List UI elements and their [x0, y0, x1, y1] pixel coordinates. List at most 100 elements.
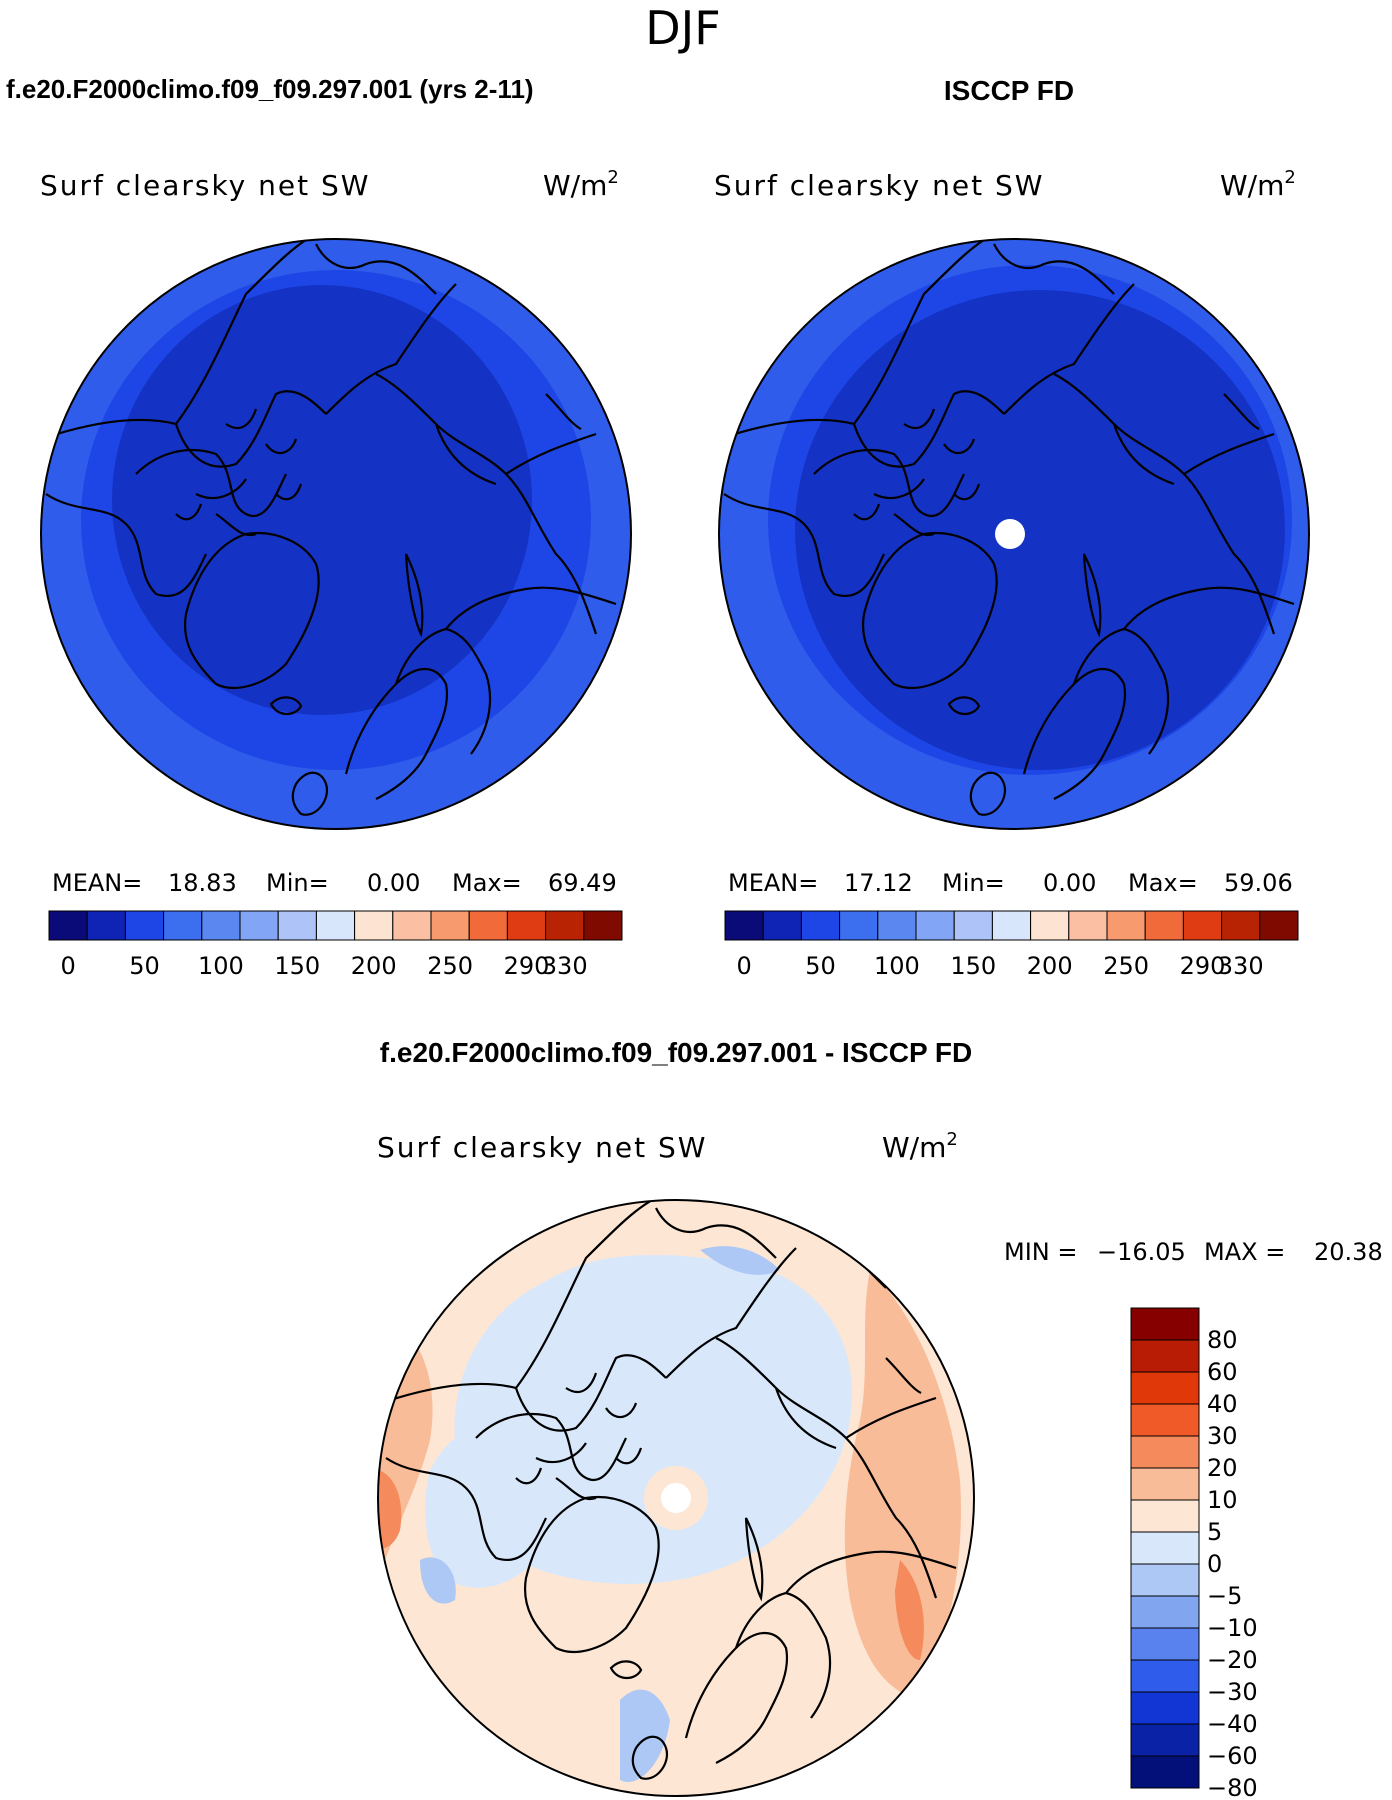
difference-variable-label: Surf clearsky net SW [377, 1131, 707, 1164]
colorbar-swatch [1130, 1659, 1200, 1693]
colorbar-tick-label: 30 [1207, 1422, 1238, 1450]
difference-units-label: W/m2 [882, 1129, 958, 1164]
colorbar-swatch [468, 910, 508, 941]
colorbar-swatch [1221, 910, 1261, 941]
colorbar-swatch [1106, 910, 1146, 941]
colorbar-swatch [1130, 1307, 1200, 1341]
model-map-border [40, 238, 632, 830]
difference-colorbar [1130, 1307, 1200, 1789]
colorbar-tick-label: 40 [1207, 1390, 1238, 1418]
diff-fill-negative-greenland [425, 1417, 561, 1588]
model-polar-map [41, 239, 631, 829]
colorbar-swatch [1130, 1531, 1200, 1565]
colorbar-swatch [1130, 1403, 1200, 1437]
difference-panel-header: f.e20.F2000climo.f09_f09.297.001 - ISCCP… [380, 1037, 972, 1068]
colorbar-swatch [430, 910, 470, 941]
colorbar-tick-label: 5 [1207, 1518, 1222, 1546]
colorbar-tick-label: 20 [1207, 1454, 1238, 1482]
model-units-label: W/m2 [543, 167, 619, 202]
obs-pole-missing-data [995, 519, 1025, 549]
colorbar-tick-label: 250 [1103, 952, 1149, 980]
obs-panel: ISCCP FD Surf clearsky net SW W/m2 MEAN=… [714, 75, 1310, 980]
colorbar-tick-label: 10 [1207, 1486, 1238, 1514]
difference-minmax-line: MIN = −16.05 MAX = 20.38 [1004, 1238, 1383, 1266]
colorbar-tick-label: −5 [1207, 1582, 1242, 1610]
colorbar-tick-label: 50 [129, 952, 160, 980]
colorbar-tick-label: 0 [736, 952, 751, 980]
model-variable-label: Surf clearsky net SW [40, 169, 370, 202]
colorbar-tick-label: −20 [1207, 1646, 1258, 1674]
colorbar-swatch [1130, 1435, 1200, 1469]
obs-variable-label: Surf clearsky net SW [714, 169, 1044, 202]
season-title: DJF [645, 1, 720, 55]
colorbar-swatch [877, 910, 917, 941]
colorbar-tick-label: 290 [504, 952, 550, 980]
model-panel-header: f.e20.F2000climo.f09_f09.297.001 (yrs 2-… [6, 74, 534, 104]
colorbar-swatch [1130, 1595, 1200, 1629]
colorbar-tick-label: −40 [1207, 1710, 1258, 1738]
colorbar-tick-label: 330 [542, 952, 588, 980]
colorbar-swatch [48, 910, 88, 941]
colorbar-tick-label: 150 [274, 952, 320, 980]
colorbar-swatch [1130, 1627, 1200, 1661]
colorbar-tick-label: 200 [1027, 952, 1073, 980]
colorbar-swatch [1144, 910, 1184, 941]
model-stats-line: MEAN= 18.83 Min= 0.00 Max= 69.49 [52, 869, 617, 897]
colorbar-swatch [1130, 1691, 1200, 1725]
colorbar-swatch [239, 910, 279, 941]
colorbar-tick-label: 50 [805, 952, 836, 980]
colorbar-swatch [583, 910, 623, 941]
colorbar-swatch [724, 910, 764, 941]
colorbar-swatch [953, 910, 993, 941]
diff-fill-negative-pacific [700, 1246, 780, 1275]
colorbar-swatch [839, 910, 879, 941]
colorbar-tick-label: 80 [1207, 1326, 1238, 1354]
colorbar-tick-label: −60 [1207, 1742, 1258, 1770]
diff-fill-positive-strong-right [895, 1560, 924, 1660]
colorbar-tick-label: −30 [1207, 1678, 1258, 1706]
map-fill-dark-core [112, 285, 532, 715]
colorbar-swatch [545, 910, 585, 941]
colorbar-swatch [991, 910, 1032, 941]
difference-polar-map [378, 1200, 974, 1796]
difference-panel: f.e20.F2000climo.f09_f09.297.001 - ISCCP… [377, 1037, 1383, 1800]
colorbar-swatch [124, 910, 165, 941]
colorbar-swatch [201, 910, 241, 941]
colorbar-swatch [1259, 910, 1299, 941]
colorbar-swatch [277, 910, 317, 941]
colorbar-tick-label: 330 [1218, 952, 1264, 980]
diff-fill-positive-strong-left [378, 1470, 402, 1549]
map-fill-dark-core [795, 290, 1285, 770]
diff-fill-negative-mid-patch [420, 1557, 456, 1604]
colorbar-swatch [1068, 910, 1108, 941]
model-colorbar [48, 910, 623, 941]
colorbar-swatch [86, 910, 126, 941]
difference-map-border [377, 1199, 975, 1797]
diff-fill-positive-mid-right [844, 1270, 961, 1700]
colorbar-swatch [1130, 1467, 1200, 1501]
colorbar-tick-label: 100 [198, 952, 244, 980]
colorbar-tick-label: 150 [950, 952, 996, 980]
colorbar-swatch [1030, 910, 1070, 941]
obs-units-label: W/m2 [1220, 167, 1296, 202]
model-panel: f.e20.F2000climo.f09_f09.297.001 (yrs 2-… [6, 74, 632, 980]
colorbar-swatch [1130, 1499, 1200, 1533]
diff-pole-missing-data [661, 1483, 691, 1513]
colorbar-tick-label: 100 [874, 952, 920, 980]
obs-colorbar [724, 910, 1299, 941]
obs-map-border [718, 238, 1310, 830]
colorbar-swatch [354, 910, 394, 941]
colorbar-swatch [1182, 910, 1223, 941]
obs-panel-header: ISCCP FD [944, 75, 1074, 106]
difference-colorbar-ticks: 80 60 40 30 20 10 5 0 −5 −10 −20 −30 −40 −60 −80 [1207, 1326, 1258, 1800]
colorbar-tick-label: 250 [427, 952, 473, 980]
colorbar-swatch [1130, 1755, 1200, 1789]
colorbar-tick-label: −10 [1207, 1614, 1258, 1642]
colorbar-tick-label: 60 [1207, 1358, 1238, 1386]
colorbar-tick-label: 290 [1180, 952, 1226, 980]
colorbar-swatch [1130, 1339, 1200, 1373]
colorbar-swatch [915, 910, 955, 941]
colorbar-swatch [800, 910, 841, 941]
